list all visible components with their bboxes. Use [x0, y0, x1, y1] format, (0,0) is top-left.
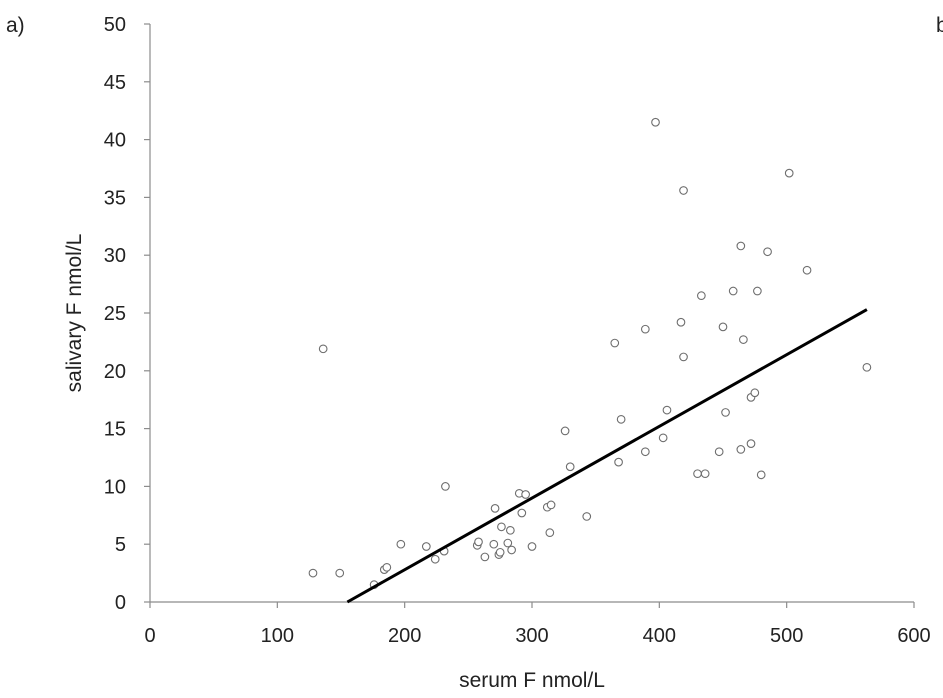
- data-point: [640, 447, 650, 457]
- data-point: [497, 522, 506, 532]
- data-point: [474, 537, 483, 547]
- data-point: [662, 405, 672, 415]
- data-point: [763, 247, 772, 257]
- data-point: [651, 117, 660, 127]
- data-point: [507, 545, 516, 555]
- data-point: [490, 504, 500, 513]
- data-point: [396, 539, 406, 549]
- data-point: [546, 500, 556, 510]
- data-point: [750, 388, 760, 398]
- y-tick-label: 30: [104, 245, 126, 267]
- data-point: [753, 286, 762, 296]
- trendline: [346, 308, 868, 604]
- data-point: [802, 265, 812, 275]
- x-tick-label: 200: [388, 625, 421, 647]
- data-point: [756, 470, 766, 480]
- data-point: [527, 542, 537, 551]
- data-point: [679, 352, 688, 362]
- data-point: [736, 241, 746, 251]
- data-point: [565, 462, 575, 472]
- x-tick-label: 500: [770, 625, 803, 647]
- data-point: [441, 482, 450, 491]
- data-point: [700, 469, 710, 479]
- y-tick-label: 0: [115, 592, 126, 614]
- data-point: [746, 439, 756, 448]
- data-point: [503, 538, 513, 548]
- data-point: [521, 490, 530, 499]
- x-tick-label: 300: [515, 625, 548, 647]
- data-point: [430, 554, 440, 564]
- data-point: [679, 186, 688, 195]
- data-point: [318, 344, 328, 354]
- data-point: [714, 447, 724, 457]
- x-axis-title: serum F nmol/L: [459, 669, 605, 692]
- data-point: [784, 168, 794, 178]
- x-tick-label: 100: [261, 625, 294, 647]
- data-point: [480, 552, 490, 562]
- data-point: [382, 562, 392, 572]
- data-point: [718, 322, 728, 332]
- y-tick-label: 45: [104, 72, 126, 94]
- data-point: [495, 547, 505, 557]
- x-tick-label: 600: [897, 625, 930, 647]
- data-point: [421, 542, 431, 551]
- data-point: [658, 433, 668, 443]
- panel-b-label-fragment: b: [936, 14, 943, 37]
- y-tick-label: 25: [104, 303, 126, 325]
- y-tick-label: 50: [104, 14, 126, 36]
- x-tick-label: 400: [643, 625, 676, 647]
- y-axis-title: salivary F nmol/L: [63, 234, 86, 393]
- y-tick-label: 20: [104, 361, 126, 383]
- y-tick-label: 40: [104, 130, 126, 152]
- data-point: [736, 445, 746, 454]
- y-tick-label: 5: [115, 534, 126, 556]
- data-point: [506, 525, 515, 535]
- x-tick-label: 0: [144, 625, 155, 647]
- data-point: [308, 568, 318, 578]
- data-point: [614, 457, 623, 467]
- data-point: [560, 426, 570, 436]
- y-tick-label: 15: [104, 419, 126, 441]
- data-point: [721, 408, 730, 417]
- data-point: [693, 469, 702, 479]
- data-point: [862, 362, 872, 372]
- data-point: [517, 508, 527, 518]
- data-point: [616, 415, 626, 424]
- y-tick-label: 10: [104, 476, 126, 498]
- data-points: [308, 117, 872, 590]
- panel-label: a): [6, 14, 25, 37]
- data-point: [335, 568, 345, 578]
- data-point: [610, 338, 620, 348]
- x-axis-ticks: 0 100 200 300 400 500 600: [144, 602, 931, 647]
- data-point: [489, 539, 499, 549]
- y-tick-label: 35: [104, 187, 126, 209]
- data-point: [545, 528, 555, 537]
- data-point: [697, 291, 706, 301]
- data-point: [676, 317, 686, 327]
- data-point: [640, 324, 650, 334]
- data-point: [582, 512, 592, 521]
- y-axis-ticks: 0 5 10 15 20 25 30 35 40 45 50: [104, 14, 150, 614]
- data-point: [728, 286, 738, 296]
- data-point: [739, 335, 748, 344]
